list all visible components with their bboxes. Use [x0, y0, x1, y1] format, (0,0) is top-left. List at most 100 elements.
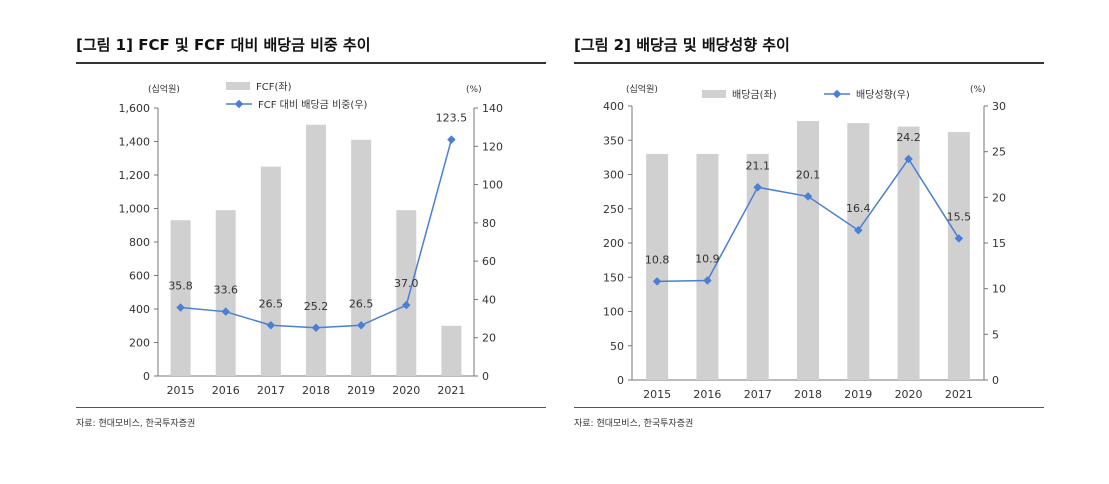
chart-title: [그림 2] 배당금 및 배당성향 추이	[574, 36, 790, 54]
bar	[897, 126, 920, 380]
source-rule	[76, 407, 546, 408]
left-tick-label: 400	[129, 303, 150, 316]
right-axis-unit: (%)	[970, 85, 986, 95]
x-tick-label: 2018	[302, 384, 330, 397]
right-axis-unit: (%)	[466, 85, 482, 95]
right-tick-label: 0	[482, 370, 489, 383]
chart-panel-dividend: [그림 2] 배당금 및 배당성향 추이 0 50 100 150 200 250 300 3…	[574, 0, 1044, 440]
data-label: 25.2	[304, 300, 329, 313]
source-note: 자료: 현대모비스, 한국투자증권	[574, 419, 694, 429]
right-tick-label: 20	[482, 332, 496, 345]
left-tick-label: 150	[603, 271, 624, 284]
right-tick-label: 120	[482, 140, 503, 153]
line-point	[954, 234, 964, 243]
line-point	[402, 300, 411, 310]
right-tick-label: 15	[992, 237, 1006, 250]
bar	[746, 153, 769, 380]
x-tick-label: 2019	[844, 388, 872, 401]
line-point	[356, 321, 366, 330]
bar	[170, 220, 191, 376]
data-label: 21.1	[745, 159, 770, 172]
left-tick-label: 600	[129, 270, 150, 283]
bar	[947, 132, 970, 380]
line-point	[753, 183, 762, 192]
chart-panel-fcf: [그림 1] FCF 및 FCF 대비 배당금 비중 추이 0 200 400 600…	[76, 0, 546, 440]
data-label: 15.5	[947, 210, 972, 223]
right-tick-label: 25	[992, 146, 1006, 159]
right-tick-label: 30	[992, 100, 1006, 113]
data-label: 33.6	[213, 284, 238, 297]
bar	[396, 210, 417, 376]
data-label: 35.8	[168, 279, 193, 292]
x-tick-label: 2015	[167, 384, 195, 397]
line-point	[703, 276, 712, 285]
line-point	[311, 323, 321, 333]
left-axis-unit: (십억원)	[148, 83, 180, 95]
x-tick-label: 2018	[794, 388, 822, 401]
line-point	[221, 307, 230, 316]
right-tick-label: 60	[482, 255, 496, 268]
bar	[306, 124, 326, 376]
right-tick-label: 40	[482, 293, 496, 306]
right-tick-label: 140	[482, 102, 503, 115]
x-tick-label: 2017	[257, 384, 285, 397]
legend-line-label: FCF 대비 배당금 비중(우)	[258, 99, 368, 111]
data-label: 16.4	[846, 202, 871, 215]
left-tick-label: 200	[129, 337, 150, 350]
left-tick-label: 0	[617, 374, 624, 387]
data-label: 26.5	[349, 297, 374, 310]
x-tick-label: 2021	[437, 384, 465, 397]
left-tick-label: 1,600	[119, 102, 151, 115]
line-point	[904, 154, 913, 164]
x-tick-label: 2020	[392, 384, 420, 397]
left-tick-label: 250	[603, 203, 624, 216]
right-tick-label: 0	[992, 374, 999, 387]
right-tick-label: 20	[992, 191, 1006, 204]
legend-line-marker	[832, 89, 842, 99]
data-label: 10.8	[645, 253, 670, 266]
right-tick-label: 80	[482, 217, 496, 230]
chart-svg-fcf: 0 200 400 600 800 1,000 1,200 1,400 1,600 0 20 40 60…	[119, 81, 504, 397]
left-tick-label: 1,200	[119, 169, 151, 182]
bar	[847, 123, 870, 380]
bar	[215, 210, 236, 376]
line-point	[176, 303, 185, 312]
left-tick-label: 0	[143, 370, 150, 383]
x-tick-label: 2016	[212, 384, 240, 397]
left-axis-unit: (십억원)	[626, 83, 658, 95]
left-tick-label: 1,000	[119, 203, 151, 216]
title-rule	[76, 62, 546, 64]
legend-line-label: 배당성향(우)	[856, 89, 910, 101]
x-tick-label: 2019	[347, 384, 375, 397]
bar	[441, 325, 462, 376]
right-tick-label: 100	[482, 179, 503, 192]
bar	[260, 166, 281, 376]
x-tick-label: 2016	[693, 388, 721, 401]
data-label: 26.5	[259, 297, 284, 310]
legend-bar-label: FCF(좌)	[256, 81, 292, 93]
x-tick-label: 2015	[643, 388, 671, 401]
legend-bar-swatch	[702, 90, 726, 98]
left-tick-label: 100	[603, 306, 624, 319]
left-tick-label: 400	[603, 100, 624, 113]
line-point	[447, 135, 456, 144]
bar	[351, 139, 372, 376]
right-tick-label: 5	[992, 328, 999, 341]
line-point	[266, 321, 276, 330]
source-note: 자료: 현대모비스, 한국투자증권	[76, 419, 196, 429]
left-tick-label: 300	[603, 169, 624, 182]
chart-title: [그림 1] FCF 및 FCF 대비 배당금 비중 추이	[76, 36, 371, 54]
legend-bar-swatch	[226, 82, 250, 90]
data-label: 37.0	[394, 277, 419, 290]
legend-bar-label: 배당금(좌)	[732, 89, 777, 101]
bar	[646, 153, 669, 380]
data-label: 20.1	[796, 168, 821, 181]
left-tick-label: 200	[603, 237, 624, 250]
left-tick-label: 1,400	[119, 136, 151, 149]
title-rule	[574, 62, 1044, 64]
bar	[696, 153, 719, 380]
legend-line-marker	[234, 99, 244, 109]
data-label: 24.2	[896, 131, 921, 144]
x-tick-label: 2020	[895, 388, 923, 401]
bar	[797, 121, 819, 380]
